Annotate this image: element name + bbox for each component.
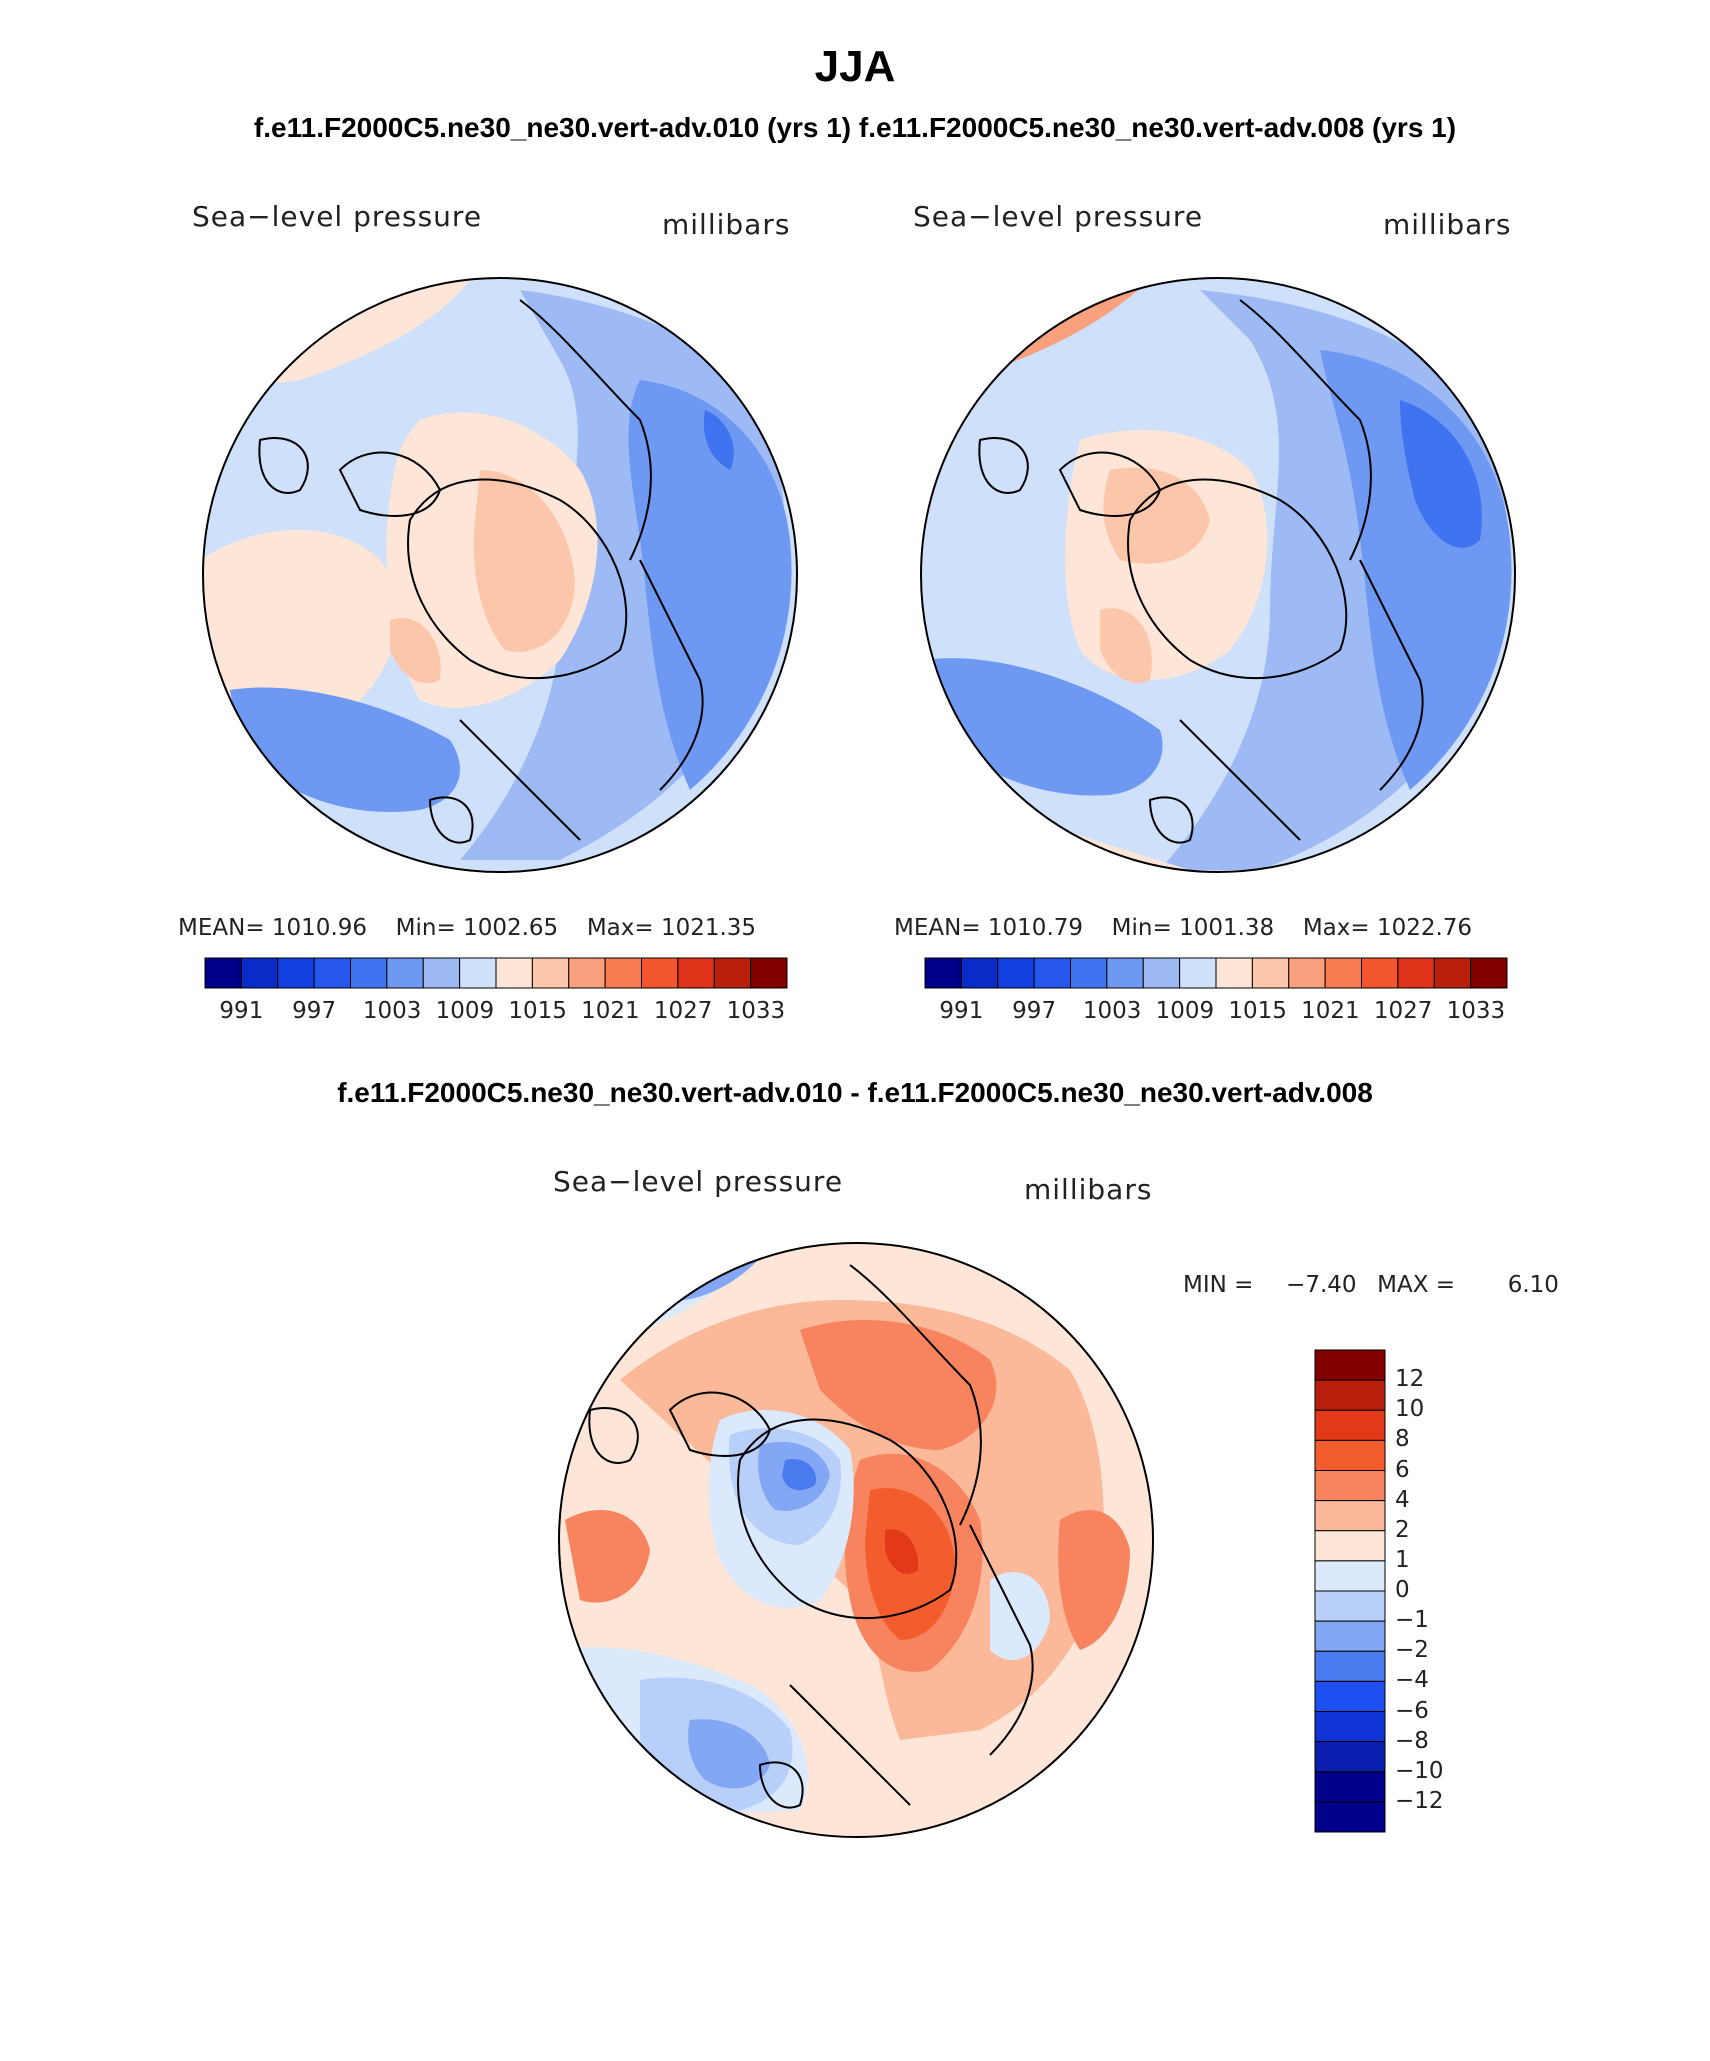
diff-colorbar bbox=[1314, 1349, 1386, 1833]
colorbar-swatch bbox=[1470, 957, 1508, 989]
colorbar-tick-label: 997 bbox=[1012, 998, 1057, 1024]
colorbar-swatch bbox=[1433, 957, 1472, 989]
colorbar-swatch bbox=[1142, 957, 1181, 989]
slp-difference-region bbox=[782, 1459, 816, 1491]
colorbar-swatch bbox=[1361, 957, 1399, 989]
colorbar-swatch bbox=[750, 957, 788, 989]
colorbar-swatch bbox=[1314, 1680, 1386, 1712]
colorbar-swatch bbox=[422, 957, 461, 989]
top-caption: f.e11.F2000C5.ne30_ne30.vert-adv.010 (yr… bbox=[253, 112, 1457, 143]
colorbar-swatch bbox=[313, 957, 351, 989]
right-units: millibars bbox=[1383, 208, 1512, 241]
slp-contour-region bbox=[703, 410, 734, 470]
colorbar-tick-label: 997 bbox=[292, 998, 337, 1024]
colorbar-swatch bbox=[1033, 957, 1071, 989]
colorbar-swatch bbox=[1179, 957, 1217, 989]
slp-difference-region bbox=[800, 1320, 997, 1450]
left-max-label: Max= bbox=[586, 915, 654, 941]
colorbar-swatch bbox=[1314, 1349, 1386, 1381]
left-colorbar-ticks: 991 997 1003 1009 1015 1021 1027 1033 bbox=[0, 998, 1710, 1032]
colorbar-swatch bbox=[459, 957, 497, 989]
slp-difference-region bbox=[885, 1529, 919, 1574]
diff-max-value: 6.10 bbox=[1507, 1272, 1559, 1298]
colorbar-swatch bbox=[1314, 1560, 1386, 1592]
colorbar-swatch bbox=[1314, 1620, 1386, 1652]
colorbar-swatch bbox=[677, 957, 715, 989]
colorbar-swatch bbox=[204, 957, 242, 989]
colorbar-swatch bbox=[1314, 1801, 1386, 1833]
colorbar-swatch bbox=[1314, 1470, 1386, 1502]
colorbar-swatch bbox=[1070, 957, 1108, 989]
slp-contour-region bbox=[203, 530, 398, 723]
colorbar-swatch bbox=[1251, 957, 1290, 989]
left-min-label: Min= bbox=[395, 915, 456, 941]
right-mean-label: MEAN= bbox=[894, 915, 981, 941]
slp-contour-region bbox=[390, 618, 441, 684]
colorbar-swatch bbox=[1314, 1530, 1386, 1562]
colorbar-swatch bbox=[1314, 1500, 1386, 1532]
colorbar-swatch bbox=[1314, 1711, 1386, 1743]
slp-contour-region bbox=[1103, 467, 1210, 564]
right-min-value: 1001.38 bbox=[1179, 915, 1275, 941]
season-title: JJA bbox=[814, 42, 896, 91]
left-min-value: 1002.65 bbox=[463, 915, 559, 941]
slp-contour-region bbox=[628, 380, 792, 790]
colorbar-swatch bbox=[1314, 1379, 1386, 1411]
diff-caption: f.e11.F2000C5.ne30_ne30.vert-adv.010 - f… bbox=[337, 1077, 1373, 1108]
slp-difference-region bbox=[1058, 1510, 1130, 1650]
left-units: millibars bbox=[662, 208, 791, 241]
colorbar-swatch bbox=[1314, 1590, 1386, 1622]
right-stats: MEAN= 1010.79 Min= 1001.38 Max= 1022.76 bbox=[894, 915, 1472, 941]
colorbar-swatch bbox=[277, 957, 315, 989]
colorbar-swatch bbox=[495, 957, 533, 989]
colorbar-swatch bbox=[960, 957, 999, 989]
diff-field-title: Sea−level pressure bbox=[553, 1165, 844, 1198]
slp-contour-region bbox=[1400, 400, 1482, 548]
colorbar-swatch bbox=[1215, 957, 1253, 989]
diff-min-label: MIN = bbox=[1183, 1272, 1254, 1298]
colorbar-swatch bbox=[1314, 1439, 1386, 1471]
left-colorbar bbox=[204, 957, 788, 989]
slp-contour-region bbox=[473, 470, 575, 652]
colorbar-swatch bbox=[386, 957, 424, 989]
colorbar-tick-label: 991 bbox=[939, 998, 984, 1024]
left-stats: MEAN= 1010.96 Min= 1002.65 Max= 1021.35 bbox=[178, 915, 756, 941]
colorbar-tick-label: 991 bbox=[219, 998, 264, 1024]
colorbar-swatch bbox=[1314, 1650, 1386, 1682]
colorbar-swatch bbox=[1314, 1409, 1386, 1441]
colorbar-swatch bbox=[713, 957, 752, 989]
colorbar-swatch bbox=[1314, 1741, 1386, 1773]
colorbar-swatch bbox=[604, 957, 642, 989]
left-field-title: Sea−level pressure bbox=[192, 200, 483, 233]
slp-contour-region bbox=[230, 687, 460, 812]
slp-difference-region bbox=[688, 1719, 770, 1789]
diff-units: millibars bbox=[1024, 1173, 1153, 1206]
right-max-label: Max= bbox=[1302, 915, 1370, 941]
right-field-title: Sea−level pressure bbox=[913, 200, 1204, 233]
right-min-label: Min= bbox=[1111, 915, 1172, 941]
right-colorbar bbox=[924, 957, 1508, 989]
diff-max-label: MAX = bbox=[1377, 1272, 1456, 1298]
right-max-value: 1022.76 bbox=[1376, 915, 1473, 941]
slp-contour-region bbox=[1100, 608, 1152, 684]
colorbar-swatch bbox=[531, 957, 570, 989]
colorbar-swatch bbox=[1314, 1771, 1386, 1803]
diff-stats: MIN = −7.40 MAX = 6.10 bbox=[1183, 1272, 1559, 1298]
colorbar-swatch bbox=[1106, 957, 1144, 989]
diff-min-value: −7.40 bbox=[1286, 1272, 1357, 1298]
left-mean-label: MEAN= bbox=[178, 915, 265, 941]
right-mean-value: 1010.79 bbox=[987, 915, 1084, 941]
right-colorbar-ticks: 991 997 1003 1009 1015 1021 1027 1033 bbox=[0, 998, 1710, 1032]
left-max-value: 1021.35 bbox=[660, 915, 757, 941]
slp-difference-region bbox=[565, 1510, 650, 1603]
left-mean-value: 1010.96 bbox=[271, 915, 368, 941]
